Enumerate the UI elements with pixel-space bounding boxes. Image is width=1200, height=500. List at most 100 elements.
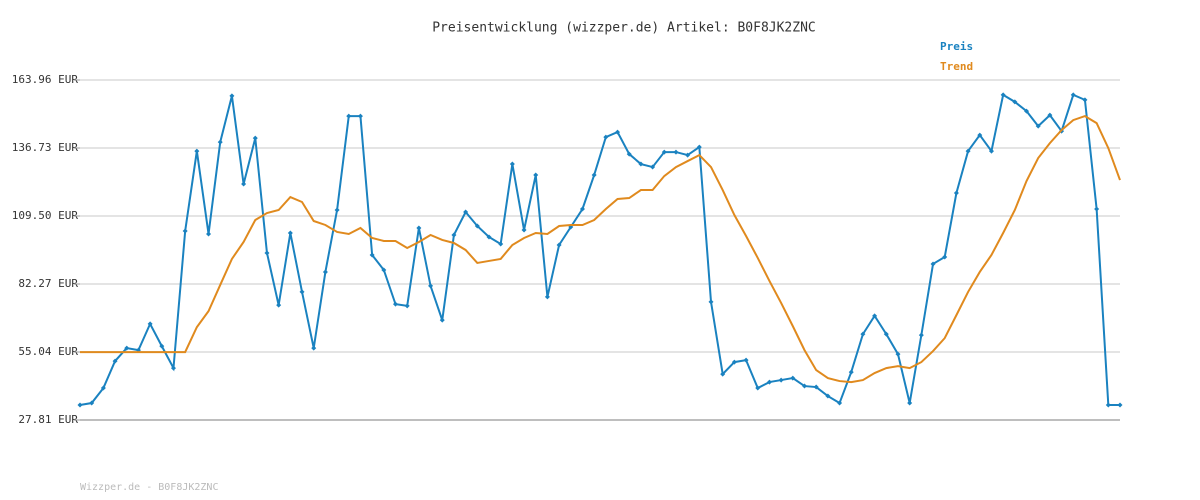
data-point bbox=[685, 152, 691, 158]
data-point bbox=[544, 294, 550, 300]
data-point bbox=[615, 129, 621, 135]
data-point bbox=[428, 283, 434, 289]
data-point bbox=[404, 303, 410, 309]
data-point bbox=[1012, 99, 1018, 105]
y-tick-label: 82.27 EUR bbox=[18, 277, 78, 290]
data-point bbox=[673, 149, 679, 155]
data-point bbox=[369, 252, 375, 258]
legend-label: Preis bbox=[940, 40, 973, 53]
data-point bbox=[977, 132, 983, 138]
data-point bbox=[486, 234, 492, 240]
data-point bbox=[194, 148, 200, 154]
data-point bbox=[720, 371, 726, 377]
data-point bbox=[626, 151, 632, 157]
data-point bbox=[650, 164, 656, 170]
legend-label: Trend bbox=[940, 60, 973, 73]
y-tick-label: 163.96 EUR bbox=[12, 73, 79, 86]
data-point bbox=[1082, 97, 1088, 103]
data-point bbox=[346, 113, 352, 119]
data-point bbox=[451, 232, 457, 238]
data-point bbox=[147, 321, 153, 327]
data-point bbox=[509, 161, 515, 167]
data-point bbox=[474, 223, 480, 229]
data-point bbox=[182, 228, 188, 234]
data-point bbox=[895, 351, 901, 357]
data-point bbox=[872, 313, 878, 319]
data-point bbox=[579, 206, 585, 212]
y-tick-label: 109.50 EUR bbox=[12, 209, 79, 222]
data-point bbox=[77, 402, 83, 408]
data-point bbox=[311, 345, 317, 351]
data-point bbox=[965, 148, 971, 154]
data-point bbox=[393, 301, 399, 307]
data-point bbox=[112, 358, 118, 364]
data-point bbox=[533, 172, 539, 178]
data-point bbox=[1000, 92, 1006, 98]
data-point bbox=[1035, 123, 1041, 129]
data-point bbox=[778, 377, 784, 383]
data-point bbox=[159, 343, 165, 349]
data-point bbox=[498, 241, 504, 247]
data-point bbox=[942, 254, 948, 260]
data-point bbox=[252, 135, 258, 141]
data-point bbox=[801, 383, 807, 389]
series-line bbox=[79, 93, 1120, 407]
data-point bbox=[918, 332, 924, 338]
data-point bbox=[766, 379, 772, 385]
data-point bbox=[299, 289, 305, 295]
data-point bbox=[743, 357, 749, 363]
data-point bbox=[953, 190, 959, 196]
data-point bbox=[1070, 92, 1076, 98]
data-point bbox=[334, 207, 340, 213]
data-point bbox=[930, 261, 936, 267]
data-point bbox=[988, 148, 994, 154]
data-point bbox=[1024, 108, 1030, 114]
data-point bbox=[848, 369, 854, 375]
data-point bbox=[1094, 206, 1100, 212]
data-point bbox=[416, 225, 422, 231]
data-point bbox=[217, 139, 223, 145]
data-point bbox=[124, 345, 130, 351]
data-point bbox=[287, 230, 293, 236]
data-point bbox=[556, 242, 562, 248]
data-point bbox=[357, 113, 363, 119]
data-point bbox=[603, 134, 609, 140]
data-point bbox=[241, 181, 247, 187]
footer: Wizzper.de - B0F8JK2ZNC bbox=[80, 482, 218, 493]
data-point bbox=[89, 400, 95, 406]
data-point bbox=[837, 400, 843, 406]
data-point bbox=[1047, 112, 1053, 118]
data-point bbox=[170, 365, 176, 371]
y-tick-label: 55.04 EUR bbox=[18, 345, 78, 358]
data-point bbox=[1117, 402, 1123, 408]
data-point bbox=[229, 93, 235, 99]
data-point bbox=[883, 331, 889, 337]
chart-title: Preisentwicklung (wizzper.de) Artikel: B… bbox=[432, 21, 816, 36]
data-point bbox=[825, 393, 831, 399]
data-point bbox=[755, 385, 761, 391]
data-point bbox=[860, 331, 866, 337]
data-point bbox=[381, 267, 387, 273]
y-tick-label: 136.73 EUR bbox=[12, 141, 79, 154]
data-point bbox=[100, 385, 106, 391]
data-point bbox=[276, 302, 282, 308]
data-point bbox=[790, 375, 796, 381]
data-point bbox=[264, 250, 270, 256]
data-point bbox=[638, 161, 644, 167]
data-point bbox=[591, 172, 597, 178]
data-point bbox=[463, 209, 469, 215]
y-tick-label: 27.81 EUR bbox=[18, 413, 78, 426]
data-point bbox=[907, 400, 913, 406]
data-point bbox=[206, 231, 212, 237]
data-point bbox=[696, 144, 702, 150]
data-point bbox=[731, 359, 737, 365]
data-point bbox=[521, 227, 527, 233]
data-point bbox=[813, 384, 819, 390]
data-point bbox=[439, 317, 445, 323]
data-point bbox=[1105, 402, 1111, 408]
series-line bbox=[80, 115, 1121, 384]
data-point bbox=[661, 149, 667, 155]
data-point bbox=[322, 269, 328, 275]
data-point bbox=[708, 299, 714, 305]
